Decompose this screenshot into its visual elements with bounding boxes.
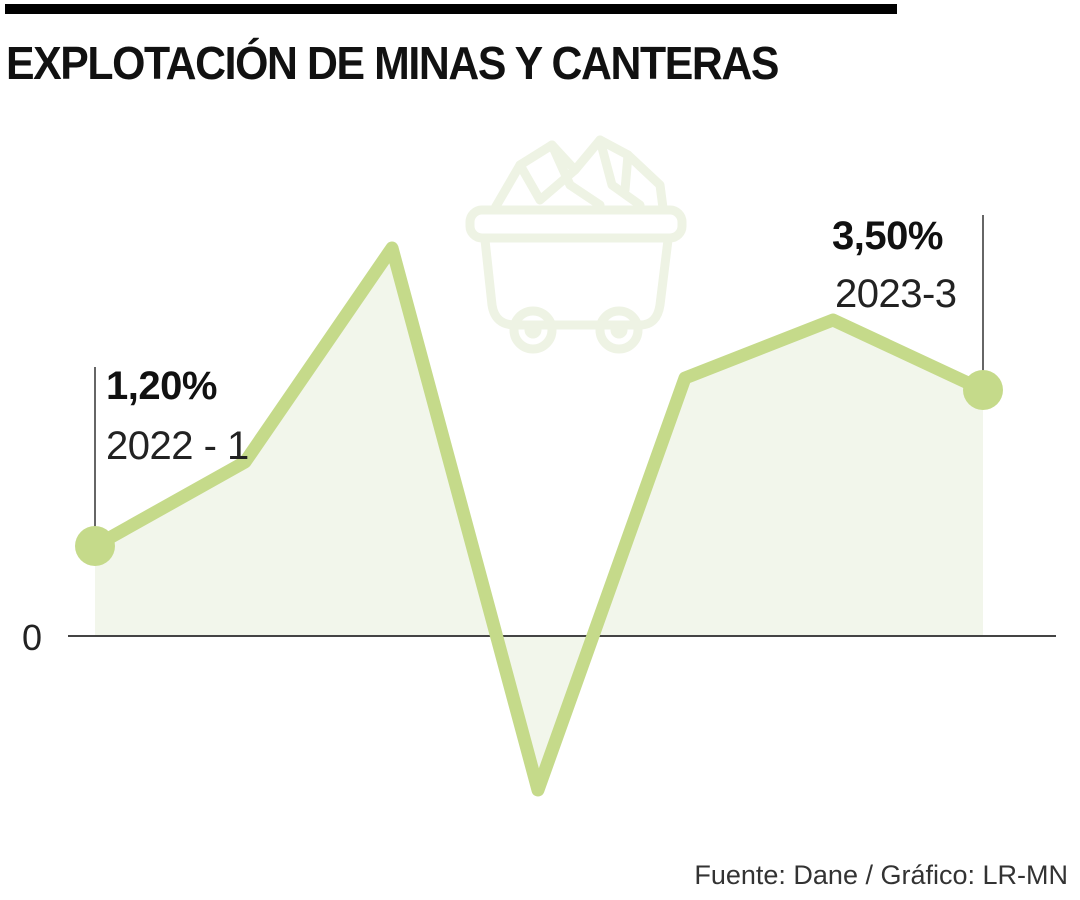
data-point-start[interactable] xyxy=(75,526,115,566)
source-caption: Fuente: Dane / Gráfico: LR-MN xyxy=(694,860,1068,890)
end-value-label: 3,50% xyxy=(832,214,943,258)
y-axis-zero-tick: 0 xyxy=(22,617,43,658)
start-value-label: 1,20% xyxy=(106,364,217,408)
end-period-label: 2023-3 xyxy=(835,272,957,316)
data-point-end[interactable] xyxy=(963,370,1003,410)
data-line xyxy=(88,241,990,797)
start-period-label: 2022 - 1 xyxy=(106,424,249,468)
mine-cart-icon xyxy=(465,135,687,354)
top-rule xyxy=(5,4,897,14)
chart-title: EXPLOTACIÓN DE MINAS Y CANTERAS xyxy=(6,37,779,89)
area-fill xyxy=(95,248,983,790)
